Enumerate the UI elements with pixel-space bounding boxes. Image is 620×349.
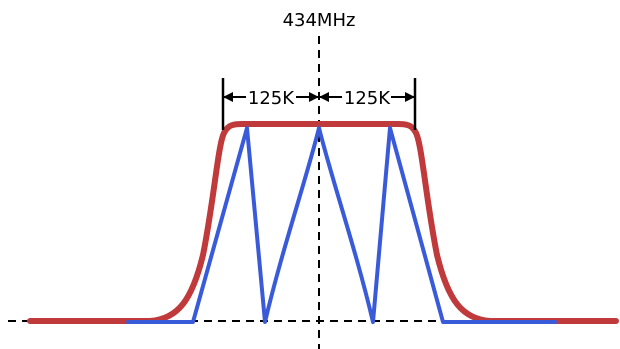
center-frequency-label: 434MHz — [283, 10, 356, 31]
subchannel-lobes-curve — [126, 126, 557, 324]
left-span-label: 125K — [248, 88, 295, 109]
channel-envelope-curve — [27, 121, 619, 324]
right-span-label: 125K — [344, 88, 391, 109]
